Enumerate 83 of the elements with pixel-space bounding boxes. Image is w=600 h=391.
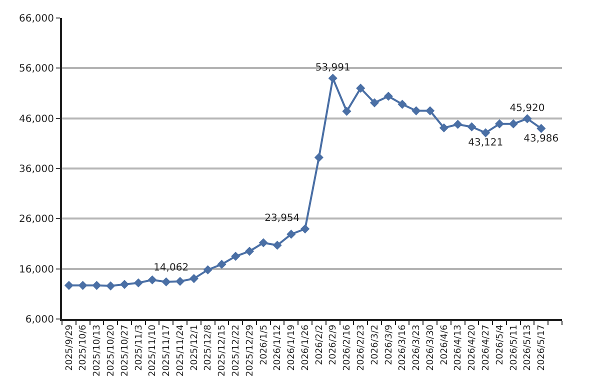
x-tick-label: 2025/11/17 xyxy=(162,324,172,376)
point xyxy=(494,119,504,128)
point xyxy=(106,281,116,290)
x-tick-label: 2026/4/13 xyxy=(454,324,464,371)
data-label: 45,920 xyxy=(510,102,545,114)
y-tick-label: 56,000 xyxy=(19,64,54,75)
x-tick-label: 2026/1/12 xyxy=(273,324,284,371)
point xyxy=(272,240,282,250)
x-tick-label: 2026/1/19 xyxy=(287,324,298,371)
x-tick-label: 2025/10/13 xyxy=(92,324,103,376)
data-label: 43,986 xyxy=(524,133,559,144)
point xyxy=(342,106,352,116)
y-tick-label: 66,000 xyxy=(19,14,54,24)
point xyxy=(176,276,185,286)
y-tick-label: 16,000 xyxy=(19,264,54,276)
point xyxy=(412,106,421,116)
x-tick-label: 2026/3/2 xyxy=(370,324,380,366)
point xyxy=(453,120,462,129)
point xyxy=(148,275,157,284)
point xyxy=(162,277,171,286)
x-tick-label: 2025/10/6 xyxy=(78,324,89,371)
x-tick-label: 2026/1/26 xyxy=(300,324,311,371)
data-label: 14,062 xyxy=(154,262,189,274)
point xyxy=(78,280,88,290)
point xyxy=(467,122,476,132)
point xyxy=(328,74,338,83)
point xyxy=(481,128,490,138)
data-label: 53,991 xyxy=(315,62,350,74)
data-label: 23,954 xyxy=(264,213,300,224)
x-tick-label: 2025/11/3 xyxy=(134,324,144,371)
x-tick-label: 2026/3/9 xyxy=(384,324,394,366)
x-tick-label: 2026/4/27 xyxy=(482,324,492,371)
point xyxy=(134,278,143,288)
x-tick-label: 2025/12/15 xyxy=(218,324,228,376)
point xyxy=(244,246,254,256)
point xyxy=(203,265,212,274)
x-tick-label: 2025/10/27 xyxy=(120,324,130,376)
point xyxy=(356,84,366,93)
x-tick-label: 2025/9/29 xyxy=(64,324,75,371)
point xyxy=(189,274,198,284)
x-tick-label: 2025/10/20 xyxy=(106,324,117,376)
x-tick-label: 2025/12/29 xyxy=(245,324,256,376)
x-tick-label: 2026/3/30 xyxy=(426,324,436,371)
x-tick-label: 2025/12/8 xyxy=(204,324,214,371)
x-tick-label: 2026/2/2 xyxy=(314,324,325,366)
point xyxy=(286,230,296,239)
point xyxy=(370,98,380,108)
y-tick-label: 26,000 xyxy=(19,214,54,226)
x-tick-label: 2026/3/23 xyxy=(412,324,422,371)
x-tick-label: 2025/11/24 xyxy=(176,324,186,376)
point xyxy=(92,280,102,290)
x-tick-label: 2026/5/4 xyxy=(495,324,506,366)
x-tick-label: 2026/4/6 xyxy=(440,324,450,366)
x-tick-label: 2025/11/10 xyxy=(148,324,158,376)
x-tick-label: 2026/5/17 xyxy=(537,324,548,371)
point xyxy=(398,100,407,109)
point xyxy=(217,260,226,269)
point xyxy=(231,252,240,261)
x-tick-label: 2026/5/13 xyxy=(523,324,534,371)
point xyxy=(536,124,546,133)
point xyxy=(439,123,448,132)
x-tick-label: 2026/5/11 xyxy=(509,324,520,371)
x-tick-label: 2026/1/5 xyxy=(259,324,270,366)
y-tick-label: 6,000 xyxy=(25,314,54,326)
x-tick-label: 2026/4/20 xyxy=(468,324,478,371)
point xyxy=(508,119,518,128)
x-tick-label: 2025/12/1 xyxy=(190,324,200,371)
x-tick-label: 2026/3/16 xyxy=(398,324,408,371)
x-tick-label: 2026/2/16 xyxy=(342,324,353,371)
point xyxy=(64,280,74,290)
x-tick-label: 2026/2/9 xyxy=(328,324,339,366)
data-label: 43,121 xyxy=(468,138,504,149)
point xyxy=(258,238,268,248)
point xyxy=(426,106,435,116)
y-tick-label: 46,000 xyxy=(19,114,54,125)
point xyxy=(384,92,393,101)
point xyxy=(300,224,310,234)
x-tick-label: 2025/12/22 xyxy=(232,324,242,376)
x-tick-label: 2026/2/23 xyxy=(356,324,367,371)
point xyxy=(522,114,532,124)
point xyxy=(120,280,130,289)
y-tick-label: 36,000 xyxy=(19,164,54,175)
point xyxy=(314,152,324,162)
